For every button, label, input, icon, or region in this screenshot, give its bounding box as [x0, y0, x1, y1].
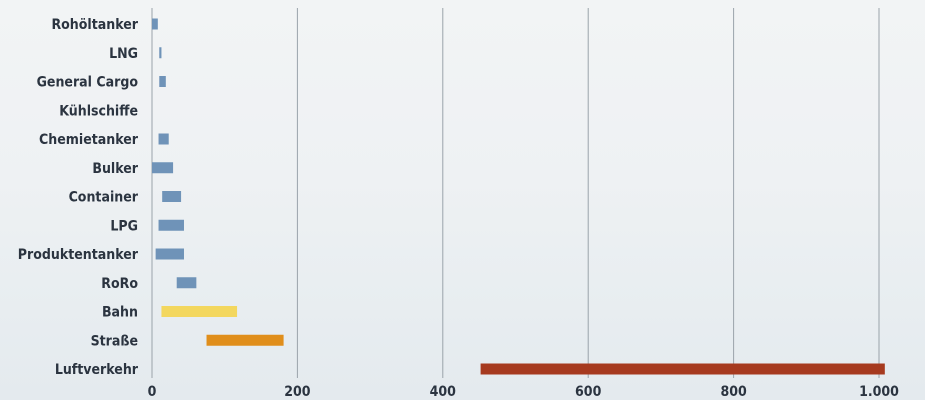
- category-label: LPG: [110, 218, 138, 234]
- tick-labels: 0 200 400 600 800 1.000: [148, 384, 900, 400]
- bar-rohöltanker: [152, 18, 158, 30]
- bar-general-cargo: [159, 76, 166, 87]
- x-tick-label: 0: [148, 384, 157, 400]
- x-tick-label: 400: [430, 384, 457, 400]
- bar-produktentanker: [155, 248, 184, 260]
- category-label: Container: [69, 190, 139, 206]
- bars: [152, 18, 885, 375]
- bar-roro: [176, 277, 197, 289]
- bar-lpg: [158, 219, 184, 231]
- category-label: Chemietanker: [39, 132, 139, 148]
- x-tick-label: 1.000: [859, 384, 899, 400]
- category-label: LNG: [109, 46, 138, 62]
- category-label: Rohöltanker: [51, 17, 138, 33]
- bar-luftverkehr: [480, 363, 885, 375]
- category-label: Straße: [91, 333, 138, 349]
- bar-chemietanker: [158, 133, 169, 145]
- category-labels: Rohöltanker LNG General Cargo Kühlschiffe Ch…: [18, 17, 139, 378]
- category-label: Produktentanker: [18, 247, 139, 263]
- category-label: Luftverkehr: [55, 362, 139, 378]
- x-tick-label: 800: [720, 384, 747, 400]
- category-label: Bahn: [102, 305, 138, 321]
- bar-lng: [159, 47, 162, 59]
- bar-straße: [206, 334, 284, 346]
- category-label: RoRo: [101, 276, 138, 292]
- bar-bulker: [152, 162, 174, 174]
- category-label: Kühlschiffe: [59, 103, 138, 119]
- x-tick-label: 200: [284, 384, 311, 400]
- x-tick-label: 600: [575, 384, 602, 400]
- category-label: Bulker: [92, 161, 138, 177]
- bar-container: [162, 191, 182, 202]
- grid-lines: [151, 8, 880, 378]
- category-label: General Cargo: [37, 75, 139, 91]
- bar-bahn: [161, 306, 238, 317]
